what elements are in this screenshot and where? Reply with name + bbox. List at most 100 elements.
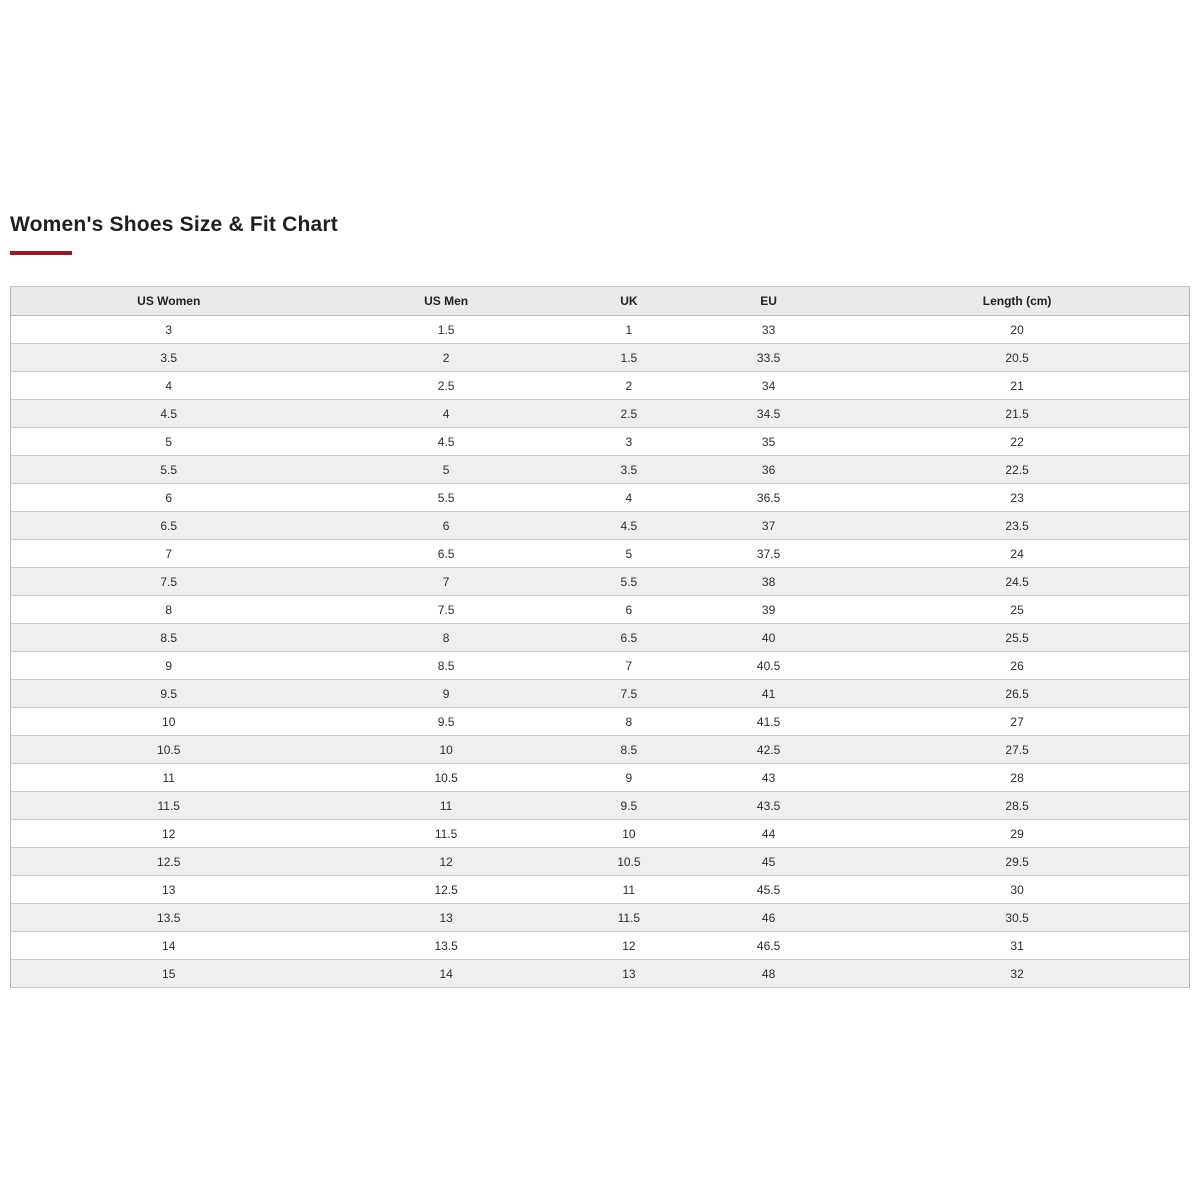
size-chart-header-row: US Women US Men UK EU Length (cm) <box>10 286 1190 316</box>
size-chart-head: US Women US Men UK EU Length (cm) <box>10 286 1190 316</box>
size-cell: 4.5 <box>10 399 327 428</box>
size-cell: 12 <box>10 819 327 848</box>
size-cell: 9 <box>10 651 327 680</box>
size-cell: 24 <box>845 539 1190 568</box>
size-cell: 3 <box>10 315 327 344</box>
size-cell: 13 <box>10 875 327 904</box>
size-cell: 13 <box>326 903 566 932</box>
table-row: 7.5 7 5.5 38 24.5 <box>10 567 1190 596</box>
size-cell: 1.5 <box>565 343 692 372</box>
size-cell: 5.5 <box>10 455 327 484</box>
size-cell: 10.5 <box>326 763 566 792</box>
size-cell: 27 <box>845 707 1190 736</box>
size-cell: 6.5 <box>10 511 327 540</box>
size-cell: 31 <box>845 931 1190 960</box>
table-row: 5.5 5 3.5 36 22.5 <box>10 455 1190 484</box>
size-cell: 4.5 <box>326 427 566 456</box>
size-cell: 30 <box>845 875 1190 904</box>
table-row: 4 2.5 2 34 21 <box>10 371 1190 400</box>
size-cell: 10.5 <box>565 847 692 876</box>
table-row: 8.5 8 6.5 40 25.5 <box>10 623 1190 652</box>
table-row: 9 8.5 7 40.5 26 <box>10 651 1190 680</box>
size-cell: 23 <box>845 483 1190 512</box>
size-cell: 8.5 <box>326 651 566 680</box>
size-cell: 38 <box>691 567 846 596</box>
size-cell: 21.5 <box>845 399 1190 428</box>
size-cell: 28 <box>845 763 1190 792</box>
size-cell: 7.5 <box>10 567 327 596</box>
size-cell: 25 <box>845 595 1190 624</box>
size-cell: 21 <box>845 371 1190 400</box>
size-cell: 11.5 <box>10 791 327 820</box>
size-cell: 48 <box>691 959 846 988</box>
table-row: 3 1.5 1 33 20 <box>10 315 1190 344</box>
size-cell: 4 <box>10 371 327 400</box>
size-cell: 6 <box>565 595 692 624</box>
column-header: US Men <box>326 286 566 316</box>
size-cell: 2.5 <box>326 371 566 400</box>
size-cell: 33.5 <box>691 343 846 372</box>
size-cell: 25.5 <box>845 623 1190 652</box>
size-cell: 33 <box>691 315 846 344</box>
table-row: 8 7.5 6 39 25 <box>10 595 1190 624</box>
size-cell: 23.5 <box>845 511 1190 540</box>
size-cell: 34 <box>691 371 846 400</box>
size-chart-body: 3 1.5 1 33 20 3.5 2 1.5 33.5 20.5 4 2.5 2 34 21 4.5 4 2.5… <box>10 315 1190 988</box>
size-cell: 12 <box>326 847 566 876</box>
size-cell: 7.5 <box>565 679 692 708</box>
size-cell: 3.5 <box>10 343 327 372</box>
size-cell: 2 <box>326 343 566 372</box>
size-cell: 8 <box>10 595 327 624</box>
table-row: 11.5 11 9.5 43.5 28.5 <box>10 791 1190 820</box>
size-cell: 8 <box>326 623 566 652</box>
size-cell: 11 <box>565 875 692 904</box>
size-cell: 39 <box>691 595 846 624</box>
table-row: 10 9.5 8 41.5 27 <box>10 707 1190 736</box>
size-cell: 5 <box>10 427 327 456</box>
size-cell: 12 <box>565 931 692 960</box>
size-cell: 15 <box>10 959 327 988</box>
size-cell: 14 <box>326 959 566 988</box>
column-header: UK <box>565 286 692 316</box>
table-row: 4.5 4 2.5 34.5 21.5 <box>10 399 1190 428</box>
table-row: 7 6.5 5 37.5 24 <box>10 539 1190 568</box>
page-title: Women's Shoes Size & Fit Chart <box>10 213 338 236</box>
size-cell: 14 <box>10 931 327 960</box>
size-cell: 6.5 <box>326 539 566 568</box>
size-cell: 27.5 <box>845 735 1190 764</box>
size-cell: 2.5 <box>565 399 692 428</box>
table-row: 6 5.5 4 36.5 23 <box>10 483 1190 512</box>
column-header: US Women <box>10 286 327 316</box>
size-cell: 10 <box>326 735 566 764</box>
size-cell: 30.5 <box>845 903 1190 932</box>
size-cell: 6 <box>326 511 566 540</box>
size-cell: 6 <box>10 483 327 512</box>
size-cell: 9.5 <box>10 679 327 708</box>
size-cell: 40.5 <box>691 651 846 680</box>
size-cell: 9 <box>565 763 692 792</box>
table-row: 12 11.5 10 44 29 <box>10 819 1190 848</box>
size-cell: 35 <box>691 427 846 456</box>
size-cell: 1.5 <box>326 315 566 344</box>
size-cell: 4.5 <box>565 511 692 540</box>
size-cell: 13.5 <box>326 931 566 960</box>
size-cell: 36.5 <box>691 483 846 512</box>
size-fit-section: Women's Shoes Size & Fit Chart US Women U… <box>10 212 1190 988</box>
size-cell: 9 <box>326 679 566 708</box>
size-cell: 13.5 <box>10 903 327 932</box>
size-cell: 11 <box>10 763 327 792</box>
size-cell: 3 <box>565 427 692 456</box>
table-row: 12.5 12 10.5 45 29.5 <box>10 847 1190 876</box>
size-cell: 5.5 <box>326 483 566 512</box>
size-cell: 34.5 <box>691 399 846 428</box>
size-cell: 41 <box>691 679 846 708</box>
size-cell: 7 <box>326 567 566 596</box>
column-header: EU <box>691 286 846 316</box>
size-cell: 42.5 <box>691 735 846 764</box>
size-cell: 9.5 <box>326 707 566 736</box>
size-cell: 4 <box>326 399 566 428</box>
size-cell: 8.5 <box>10 623 327 652</box>
table-row: 9.5 9 7.5 41 26.5 <box>10 679 1190 708</box>
size-cell: 46 <box>691 903 846 932</box>
